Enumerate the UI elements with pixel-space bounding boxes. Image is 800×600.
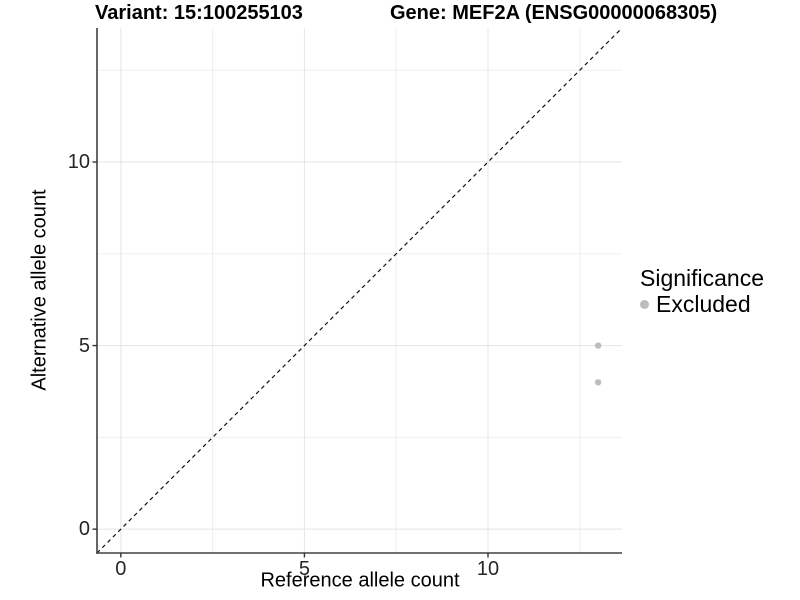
gene-title: Gene: MEF2A (ENSG00000068305) xyxy=(390,2,718,24)
legend-key-dot-icon xyxy=(640,300,649,309)
data-point xyxy=(594,379,602,386)
x-tick-label: 10 xyxy=(476,558,500,580)
x-tick-label: 0 xyxy=(115,558,127,580)
y-tick-label: 0 xyxy=(78,518,90,541)
y-axis-label: Alternative allele count xyxy=(28,189,51,391)
legend: Significance Excluded xyxy=(640,266,764,317)
legend-title: Significance xyxy=(640,265,765,291)
x-axis-label: Reference allele count xyxy=(260,569,460,592)
y-tick-label: 5 xyxy=(78,334,90,357)
identity-line xyxy=(96,27,623,554)
y-tick-label: 10 xyxy=(67,151,90,173)
legend-item-excluded: Excluded xyxy=(640,292,764,317)
x-tick-label: 5 xyxy=(298,558,310,580)
legend-item-label: Excluded xyxy=(656,291,751,317)
data-point xyxy=(594,342,602,349)
variant-title: Variant: 15:100255103 xyxy=(95,2,303,24)
